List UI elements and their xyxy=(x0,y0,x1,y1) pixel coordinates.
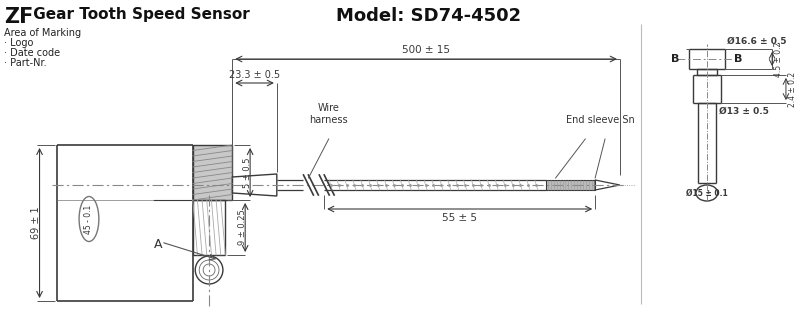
Text: 2.4 ± 0.2: 2.4 ± 0.2 xyxy=(788,71,797,107)
Text: 4.5 ± 0.2: 4.5 ± 0.2 xyxy=(774,41,783,77)
Text: B: B xyxy=(734,54,742,64)
Text: Ø16.6 ± 0.5: Ø16.6 ± 0.5 xyxy=(726,37,786,46)
Text: Ø15 ± 0.1: Ø15 ± 0.1 xyxy=(686,189,728,197)
Text: Gear Tooth Speed Sensor: Gear Tooth Speed Sensor xyxy=(28,7,250,22)
Text: End sleeve Sn: End sleeve Sn xyxy=(566,115,634,125)
Text: Model: SD74-4502: Model: SD74-4502 xyxy=(336,7,522,25)
Text: ZF: ZF xyxy=(4,7,34,27)
Text: · Date code: · Date code xyxy=(4,48,60,58)
Text: 69 ± 1: 69 ± 1 xyxy=(30,207,41,239)
Text: 500 ± 15: 500 ± 15 xyxy=(402,45,450,55)
Text: B: B xyxy=(671,54,679,64)
Text: 45 - 0.1: 45 - 0.1 xyxy=(85,204,94,234)
Text: 23.3 ± 0.5: 23.3 ± 0.5 xyxy=(229,70,280,80)
Text: Area of Marking: Area of Marking xyxy=(4,28,81,38)
Text: A: A xyxy=(154,238,162,250)
Text: 9 ± 0.25: 9 ± 0.25 xyxy=(238,210,246,245)
Bar xyxy=(546,180,595,190)
Text: Wire
harness: Wire harness xyxy=(310,103,348,125)
Text: · Logo: · Logo xyxy=(4,38,34,48)
Text: 55 ± 5: 55 ± 5 xyxy=(442,213,477,223)
Polygon shape xyxy=(193,145,232,200)
Text: · Part-Nr.: · Part-Nr. xyxy=(4,58,46,68)
Text: Ø13 ± 0.5: Ø13 ± 0.5 xyxy=(718,107,769,115)
Text: 5 ± 0.5: 5 ± 0.5 xyxy=(242,157,252,188)
